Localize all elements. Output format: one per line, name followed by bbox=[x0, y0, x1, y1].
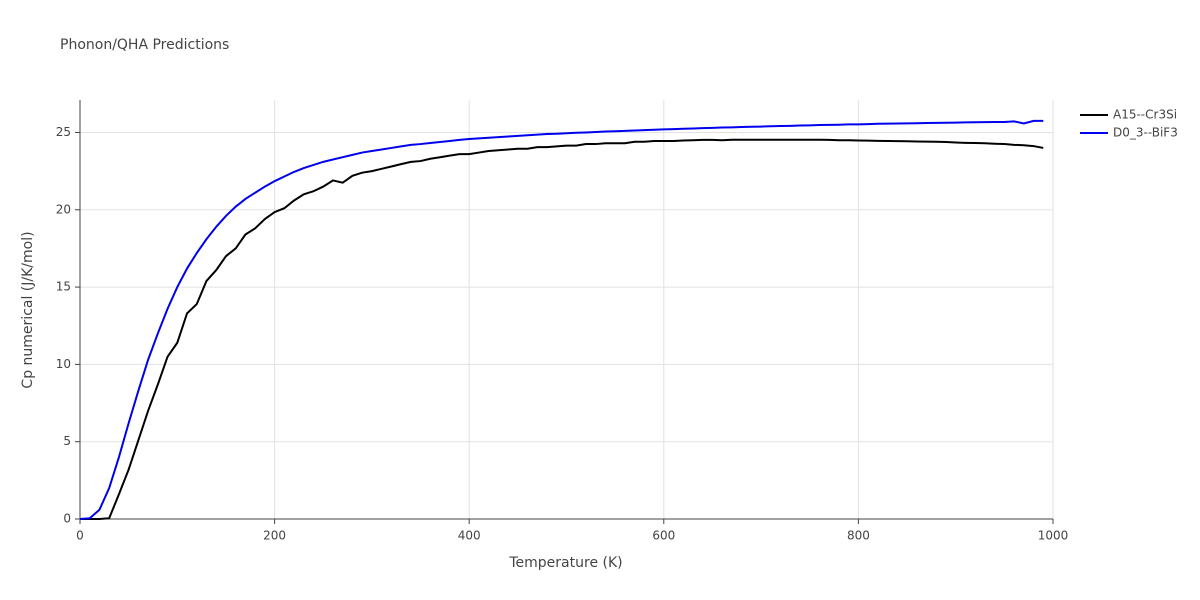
y-tick-label: 15 bbox=[56, 280, 71, 294]
x-axis-title: Temperature (K) bbox=[508, 555, 622, 571]
legend-label: D0_3--BiF3 bbox=[1113, 126, 1178, 140]
x-tick-label: 200 bbox=[263, 529, 286, 543]
series-line bbox=[80, 138, 1044, 520]
x-tick-label: 0 bbox=[76, 529, 84, 543]
x-tick-label: 400 bbox=[458, 529, 481, 543]
x-tick-label: 1000 bbox=[1038, 529, 1069, 543]
series-line bbox=[79, 119, 1044, 520]
y-tick-label: 20 bbox=[56, 202, 71, 216]
y-tick-label: 5 bbox=[63, 434, 71, 448]
x-tick-label: 600 bbox=[652, 529, 675, 543]
x-tick-label: 800 bbox=[847, 529, 870, 543]
chart-title: Phonon/QHA Predictions bbox=[60, 37, 229, 53]
y-tick-label: 25 bbox=[56, 125, 71, 139]
legend-label: A15--Cr3Si bbox=[1113, 108, 1177, 122]
y-tick-label: 0 bbox=[63, 512, 71, 526]
y-tick-label: 10 bbox=[56, 357, 71, 371]
y-axis-title: Cp numerical (J/K/mol) bbox=[20, 231, 36, 388]
